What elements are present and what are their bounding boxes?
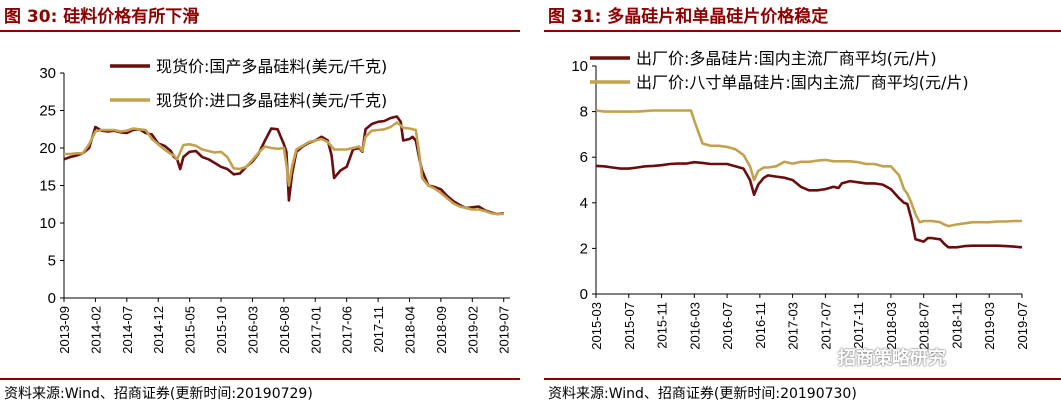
x-tick-label: 2017-03 (786, 302, 801, 350)
x-tick-label: 2014-02 (88, 306, 103, 354)
x-tick-label: 2018-09 (434, 306, 449, 354)
source-note: 资料来源:Wind、招商证券(更新时间:20190729) (4, 386, 313, 402)
x-tick-label: 2015-10 (214, 306, 229, 354)
x-tick-label: 2014-07 (120, 306, 135, 354)
x-tick-label: 2018-11 (949, 302, 964, 349)
title-rule (0, 30, 520, 32)
chart-panel-wafer: 图 31: 多晶硅片和单晶硅片价格稳定 0 2 4 6 8 10 2015-03 2015-0… (544, 0, 1061, 406)
series-line-2 (64, 121, 504, 216)
series-line-1 (63, 115, 504, 216)
y-tick-label: 4 (580, 195, 588, 212)
y-tick-label: 5 (48, 253, 56, 270)
x-tick-label: 2019-02 (465, 306, 480, 354)
y-tick-label: 0 (580, 286, 588, 303)
y-tick-label: 30 (39, 65, 56, 82)
x-tick-label: 2019-07 (497, 306, 512, 354)
watermark: 招商策略研究 (838, 348, 946, 369)
y-tick-label: 10 (39, 215, 56, 232)
x-tick-label: 2018-04 (402, 306, 417, 354)
x-tick-label: 2015-05 (183, 306, 198, 354)
series-line-2 (595, 109, 1022, 228)
silicon-price-chart: 0 5 10 15 20 25 30 2013-09 2014-02 2014-07 2014-12… (39, 57, 511, 354)
y-tick-label: 10 (571, 58, 588, 75)
y-tick-label: 25 (39, 103, 56, 120)
x-tick-label: 2015-03 (589, 302, 604, 350)
y-tick-label: 15 (39, 178, 56, 195)
y-tick-label: 2 (580, 240, 588, 257)
x-tick-label: 2017-06 (340, 306, 355, 354)
x-tick-label: 2014-12 (151, 306, 166, 354)
wafer-price-chart: 0 2 4 6 8 10 2015-03 2015-07 2015-11 2016-03 2016-… (571, 49, 1030, 350)
series-line-1 (595, 160, 1023, 249)
x-tick-label: 2017-11 (371, 306, 386, 353)
x-tick-label: 2016-07 (720, 302, 735, 350)
x-tick-label: 2019-03 (982, 302, 997, 350)
x-tick-label: 2016-03 (687, 302, 702, 350)
legend-label-1: 现货价:国产多晶硅料(美元/千克) (156, 57, 387, 76)
title-rule (544, 30, 1061, 32)
x-tick-label: 2017-11 (851, 302, 866, 349)
x-tick-label: 2016-08 (277, 306, 292, 354)
y-tick-label: 0 (48, 290, 56, 307)
legend: 现货价:国产多晶硅料(美元/千克) 现货价:进口多晶硅料(美元/千克) (110, 57, 387, 110)
axes: 0 2 4 6 8 10 2015-03 2015-07 2015-11 2016-03 2016-… (571, 58, 1030, 350)
source-rule (0, 378, 520, 380)
x-tick-label: 2016-11 (753, 302, 768, 349)
legend: 出厂价:多晶硅片:国内主流厂商平均(元/片) 出厂价:八寸单晶硅片:国内主流厂商平… (590, 49, 969, 92)
legend-label-2: 现货价:进口多晶硅料(美元/千克) (156, 91, 387, 110)
x-tick-label: 2015-07 (622, 302, 637, 350)
x-tick-label: 2013-09 (57, 306, 72, 354)
y-tick-label: 6 (580, 149, 588, 166)
legend-label-2: 出厂价:八寸单晶硅片:国内主流厂商平均(元/片) (636, 73, 969, 92)
axes: 0 5 10 15 20 25 30 2013-09 2014-02 2014-07 2014-12… (39, 65, 511, 354)
source-rule (544, 378, 1061, 380)
x-tick-label: 2017-07 (818, 302, 833, 350)
legend-label-1: 出厂价:多晶硅片:国内主流厂商平均(元/片) (636, 49, 937, 68)
x-tick-label: 2017-01 (308, 306, 323, 354)
chart-title: 图 30: 硅料价格有所下滑 (4, 7, 200, 27)
y-tick-label: 20 (39, 140, 56, 157)
chart-title: 图 31: 多晶硅片和单晶硅片价格稳定 (548, 7, 829, 27)
x-tick-label: 2016-03 (245, 306, 260, 354)
x-tick-label: 2015-11 (655, 302, 670, 349)
y-tick-label: 8 (580, 104, 588, 121)
chart-panel-silicon: 图 30: 硅料价格有所下滑 0 5 10 15 20 25 30 2013-09 2014-0… (0, 0, 520, 406)
x-tick-label: 2019-07 (1015, 302, 1030, 350)
x-tick-label: 2018-07 (917, 302, 932, 350)
source-note: 资料来源:Wind、招商证券(更新时间:20190730) (548, 386, 857, 402)
x-tick-label: 2018-03 (884, 302, 899, 350)
